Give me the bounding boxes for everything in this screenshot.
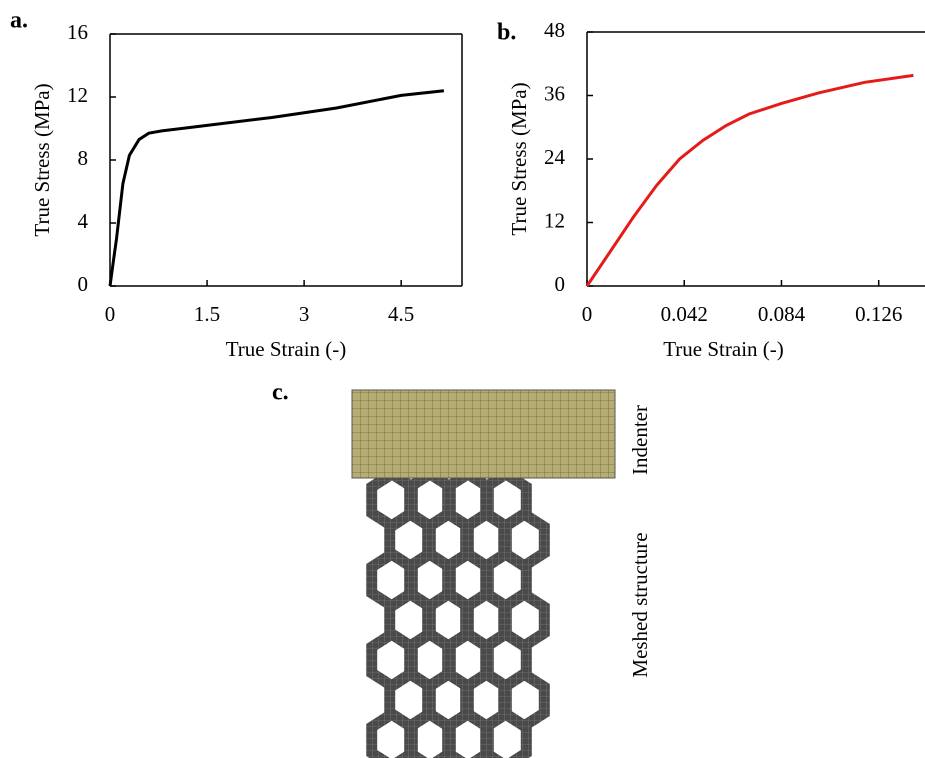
y-axis-title: True Stress (MPa) bbox=[507, 82, 531, 235]
x-tick-label: 3 bbox=[299, 302, 310, 326]
y-tick-label: 16 bbox=[67, 20, 88, 44]
x-tick-label: 0.042 bbox=[661, 302, 708, 326]
figure: c. Indenter Meshed structure a.048121601… bbox=[0, 0, 925, 758]
panel-label: b. bbox=[497, 20, 516, 46]
y-tick-label: 12 bbox=[67, 83, 88, 107]
y-tick-label: 4 bbox=[78, 209, 89, 233]
data-line bbox=[110, 91, 444, 286]
y-tick-label: 0 bbox=[78, 272, 89, 296]
y-tick-label: 8 bbox=[78, 146, 89, 170]
x-axis-title: True Strain (-) bbox=[226, 337, 347, 361]
data-line bbox=[587, 75, 913, 286]
x-tick-label: 4.5 bbox=[388, 302, 414, 326]
indenter bbox=[352, 390, 615, 478]
diagram-label: Indenter bbox=[628, 405, 652, 475]
x-tick-label: 0 bbox=[105, 302, 116, 326]
y-tick-label: 0 bbox=[555, 272, 566, 296]
x-tick-label: 0.126 bbox=[855, 302, 902, 326]
y-axis-title: True Stress (MPa) bbox=[30, 83, 54, 236]
panel-label: a. bbox=[10, 8, 28, 34]
panel-label: c. bbox=[272, 380, 289, 406]
x-tick-label: 0.084 bbox=[758, 302, 806, 326]
x-tick-label: 1.5 bbox=[194, 302, 220, 326]
y-tick-label: 24 bbox=[544, 145, 566, 169]
x-axis-title: True Strain (-) bbox=[663, 337, 784, 361]
y-tick-label: 12 bbox=[544, 208, 565, 232]
meshed-structure bbox=[372, 474, 545, 758]
y-tick-label: 36 bbox=[544, 81, 565, 105]
diagram-label: Meshed structure bbox=[628, 532, 652, 677]
x-tick-label: 0 bbox=[582, 302, 593, 326]
y-tick-label: 48 bbox=[544, 18, 565, 42]
diagram: c. Indenter Meshed structure bbox=[272, 380, 652, 758]
